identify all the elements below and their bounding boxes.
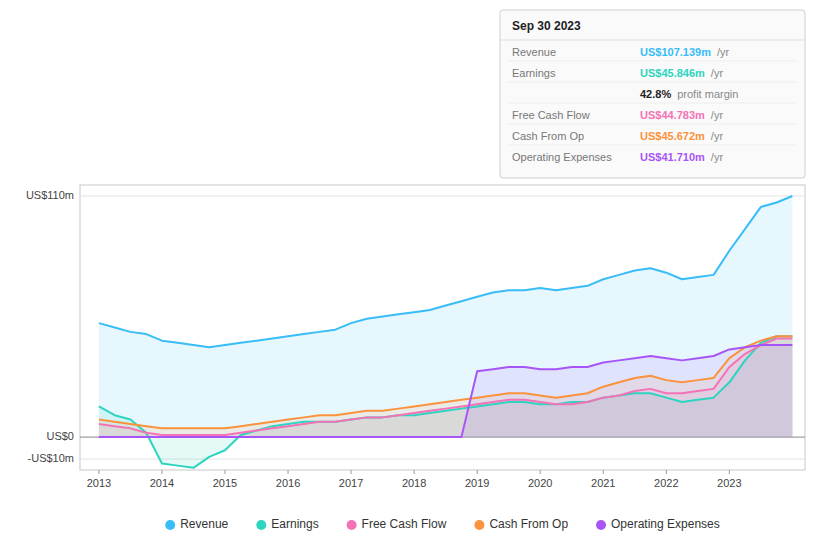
legend-label: Revenue	[180, 517, 228, 531]
x-tick-label: 2020	[528, 477, 552, 489]
y-tick-label: US$110m	[26, 189, 74, 201]
info-suffix: /yr	[711, 130, 724, 142]
info-label: Revenue	[512, 46, 556, 58]
info-suffix: /yr	[711, 151, 724, 163]
info-separator	[500, 40, 805, 41]
legend-item: Earnings	[256, 517, 318, 531]
grid-line	[80, 195, 805, 196]
x-tick	[603, 470, 604, 474]
x-tick	[225, 470, 226, 474]
line	[99, 196, 792, 347]
info-value: US$45.846m	[640, 67, 705, 79]
info-separator	[508, 145, 797, 146]
x-tick-label: 2013	[87, 477, 111, 489]
info-value: US$45.672m	[640, 130, 705, 142]
info-separator	[508, 124, 797, 125]
legend-marker	[347, 520, 357, 530]
info-box-frame	[500, 10, 805, 178]
x-tick	[666, 470, 667, 474]
x-tick	[351, 470, 352, 474]
plot-frame	[80, 185, 805, 470]
line	[99, 336, 792, 428]
legend-label: Cash From Op	[489, 517, 568, 531]
info-suffix: /yr	[717, 46, 730, 58]
y-tick-label: US$0	[46, 430, 74, 442]
area	[99, 336, 792, 468]
x-tick-label: 2023	[717, 477, 741, 489]
x-tick-label: 2018	[402, 477, 426, 489]
x-tick-label: 2016	[276, 477, 300, 489]
x-tick	[540, 470, 541, 474]
legend-marker	[596, 520, 606, 530]
x-tick	[161, 470, 162, 474]
x-tick	[414, 470, 415, 474]
info-value: 42.8%	[640, 88, 671, 100]
info-separator	[508, 103, 797, 104]
x-tick-label: 2017	[339, 477, 363, 489]
legend-item: Cash From Op	[474, 517, 568, 531]
data-group	[99, 196, 792, 468]
legend-label: Operating Expenses	[611, 517, 720, 531]
info-separator	[508, 82, 797, 83]
info-suffix: /yr	[711, 67, 724, 79]
info-suffix: /yr	[711, 109, 724, 121]
legend-item: Operating Expenses	[596, 517, 720, 531]
line	[99, 336, 792, 468]
line	[99, 345, 792, 437]
info-date: Sep 30 2023	[512, 19, 581, 33]
y-tick-label: -US$10m	[28, 452, 74, 464]
x-tick	[477, 470, 478, 474]
info-value: US$44.783m	[640, 109, 705, 121]
x-tick-label: 2015	[213, 477, 237, 489]
y-grid	[80, 196, 805, 459]
info-suffix: profit margin	[677, 88, 738, 100]
info-value: US$41.710m	[640, 151, 705, 163]
legend: Revenue Earnings Free Cash Flow Cash From O…	[165, 517, 720, 531]
legend-marker	[474, 520, 484, 530]
info-box: Sep 30 2023 Revenue US$107.139m/yr Earnings…	[500, 10, 805, 178]
x-tick-label: 2014	[150, 477, 174, 489]
info-label: Operating Expenses	[512, 151, 612, 163]
x-tick	[288, 470, 289, 474]
legend-label: Earnings	[271, 517, 318, 531]
info-label: Free Cash Flow	[512, 109, 590, 121]
x-tick-label: 2021	[591, 477, 615, 489]
legend-marker	[165, 520, 175, 530]
x-tick-label: 2019	[465, 477, 489, 489]
info-label: Earnings	[512, 67, 556, 79]
x-tick-label: 2022	[654, 477, 678, 489]
legend-item: Revenue	[165, 517, 228, 531]
legend-item: Free Cash Flow	[347, 517, 447, 531]
chart: -US$10m US$0 US$110m 2013 2014 2015 2016 2017 20…	[0, 0, 821, 560]
x-tick	[98, 470, 99, 474]
area	[99, 336, 792, 437]
area	[99, 345, 792, 437]
info-value: US$107.139m	[640, 46, 711, 58]
x-tick	[729, 470, 730, 474]
info-label: Cash From Op	[512, 130, 584, 142]
legend-label: Free Cash Flow	[362, 517, 447, 531]
legend-marker	[256, 520, 266, 530]
info-separator	[508, 61, 797, 62]
line	[99, 338, 792, 434]
